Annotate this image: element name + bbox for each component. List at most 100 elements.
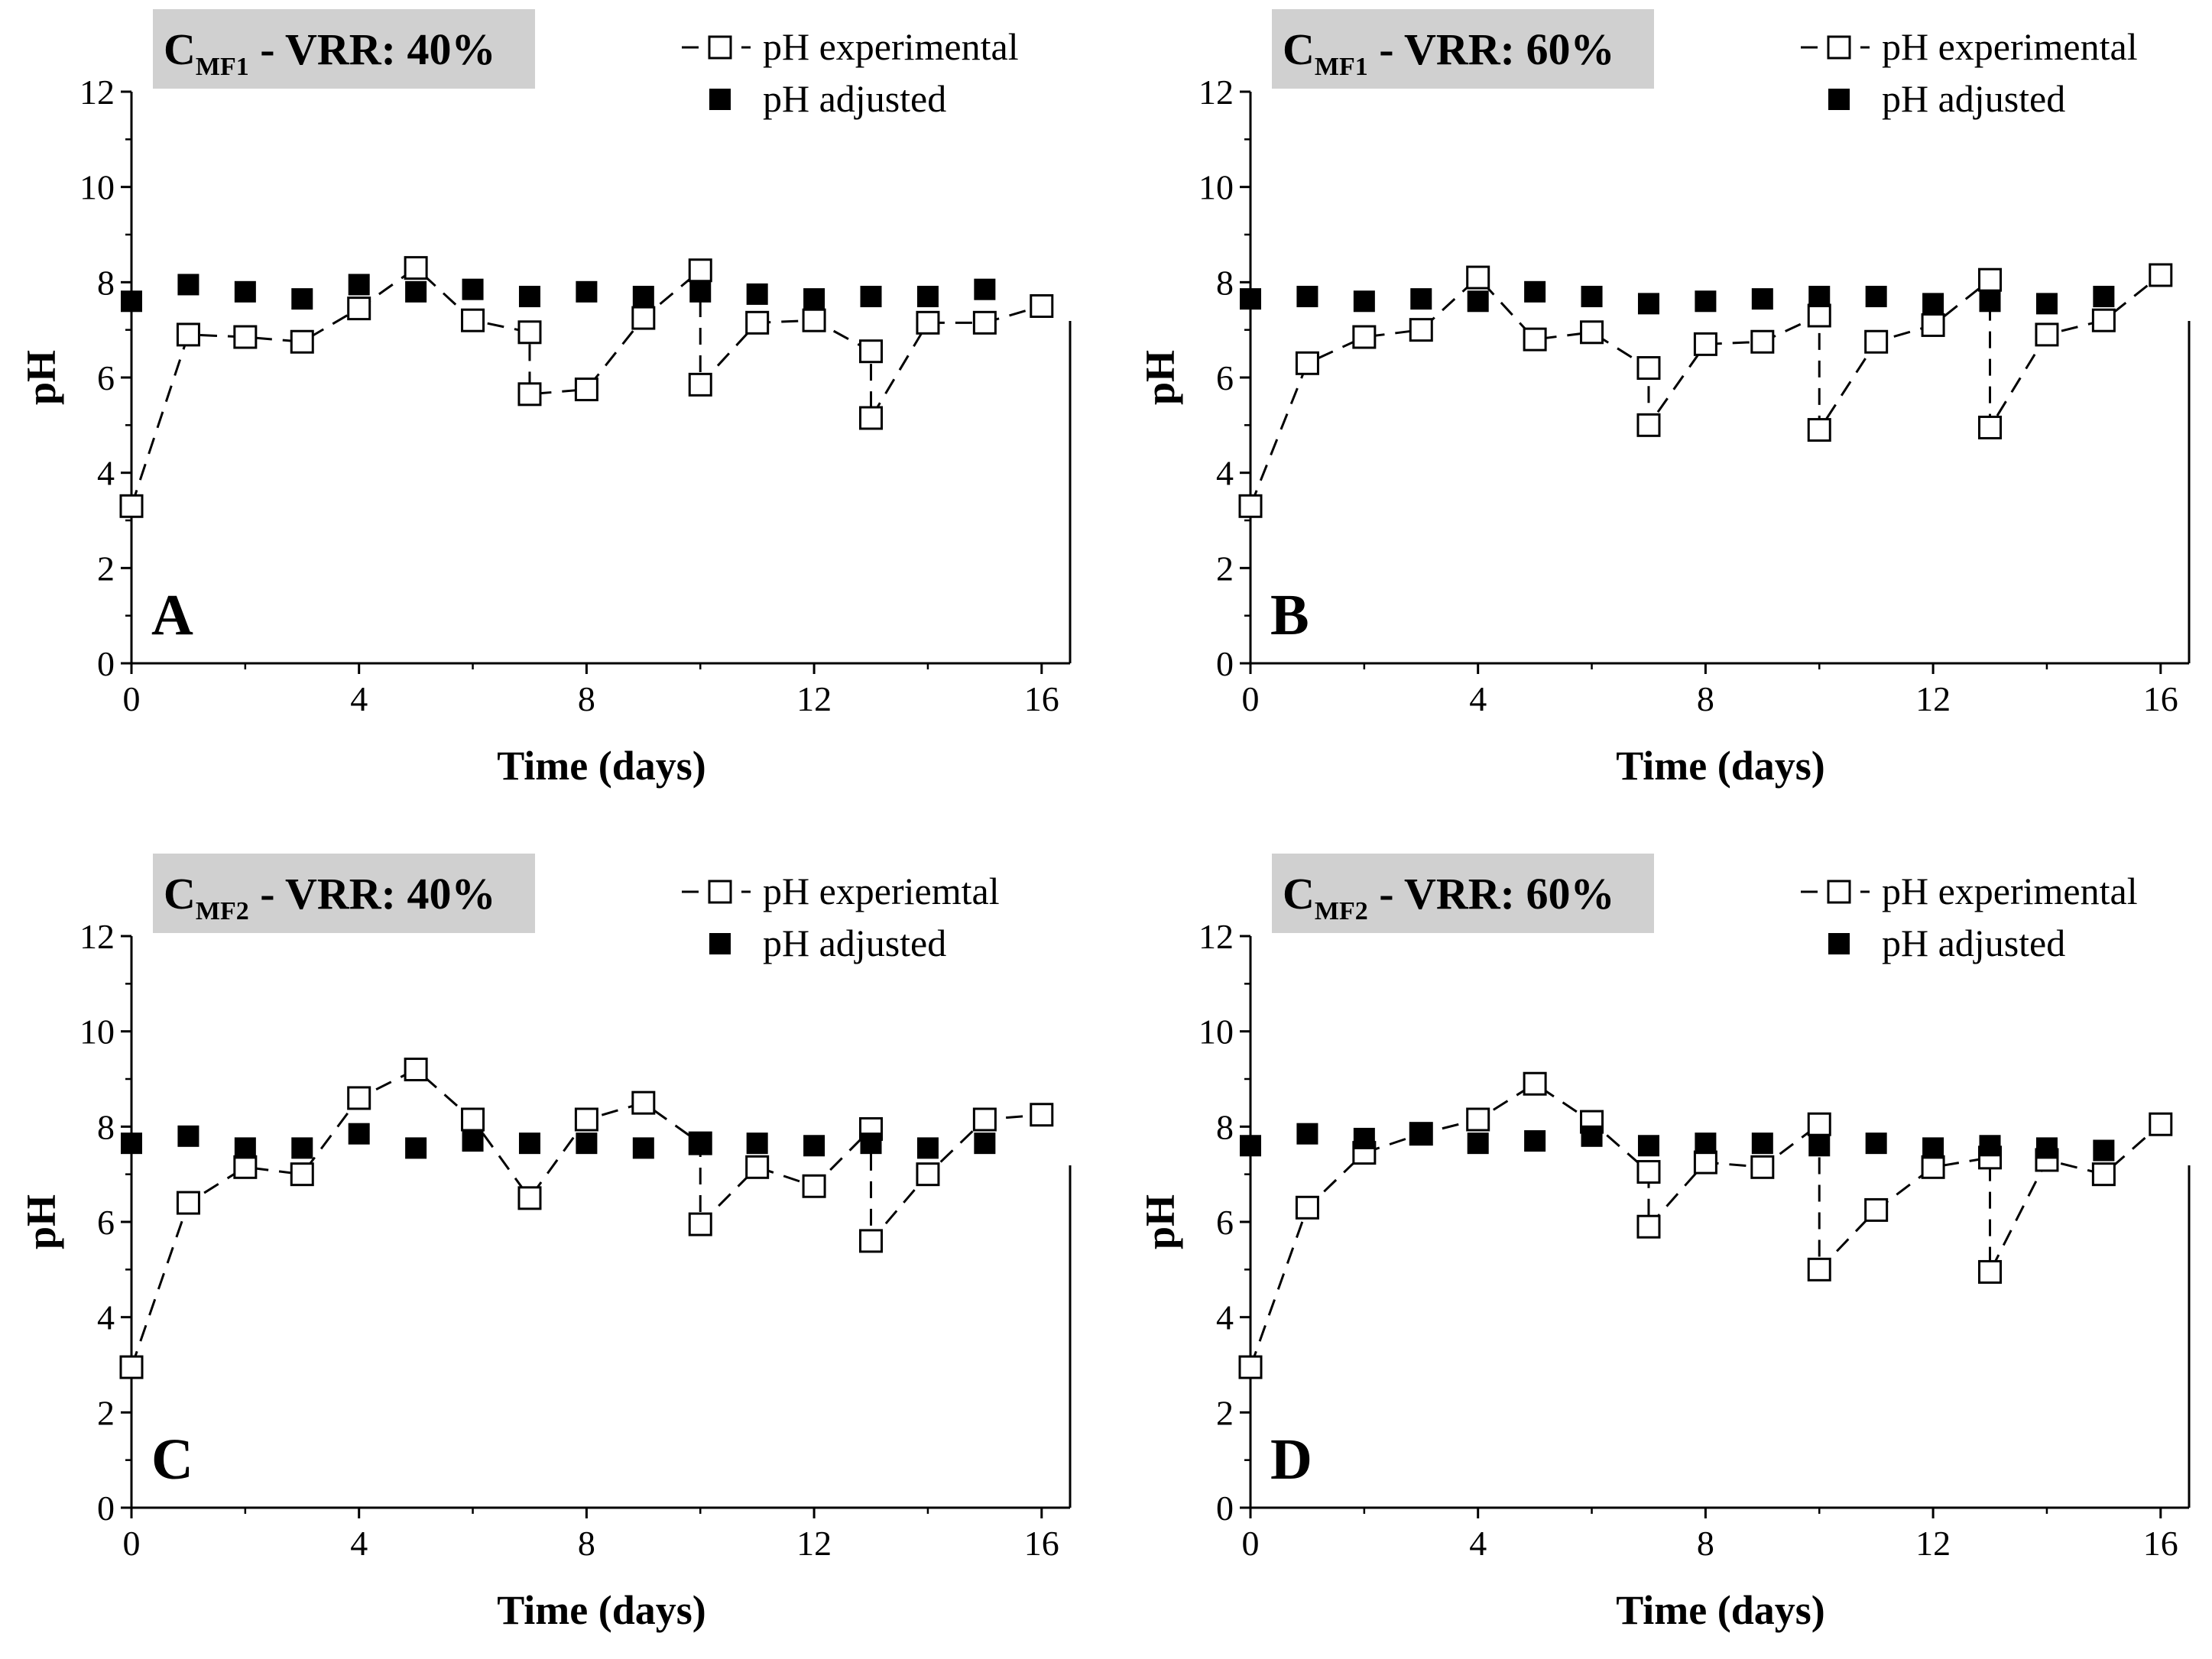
y-tick-label: 4 bbox=[1216, 1298, 1234, 1337]
data-point-open-square bbox=[1409, 318, 1433, 342]
data-point-open-square bbox=[233, 1155, 258, 1179]
chart-title: CMF2 - VRR: 40% bbox=[164, 869, 496, 925]
data-point-filled-square bbox=[121, 290, 142, 313]
x-tick-label: 8 bbox=[1697, 1524, 1714, 1563]
data-point-open-square bbox=[233, 325, 258, 349]
data-point-open-square bbox=[1921, 1155, 1945, 1179]
data-point-open-square bbox=[574, 1107, 598, 1132]
x-tick-label: 4 bbox=[350, 1524, 368, 1563]
data-point-filled-square bbox=[348, 274, 370, 296]
data-point-filled-square bbox=[1751, 288, 1773, 310]
data-point-open-square bbox=[972, 1107, 997, 1132]
data-point-open-square bbox=[176, 1191, 200, 1215]
data-point-open-square bbox=[859, 1229, 884, 1253]
chart-title-rest: - VRR: 40% bbox=[249, 24, 496, 74]
data-point-filled-square bbox=[348, 1123, 370, 1145]
chart-title-rest: - VRR: 60% bbox=[1368, 869, 1615, 919]
data-point-filled-square bbox=[1581, 286, 1603, 308]
data-point-open-square bbox=[347, 296, 371, 321]
data-point-open-square bbox=[517, 1186, 542, 1210]
chart-panel-a: 0 2 4 6 8 10 12 0 4 8 12 16 Time (days) pH CMF1 - VRR:… bbox=[18, 9, 1072, 789]
data-point-open-square bbox=[1978, 1259, 2003, 1284]
data-point-open-square bbox=[631, 306, 656, 330]
data-point-open-square bbox=[404, 256, 428, 280]
data-point-filled-square bbox=[576, 280, 598, 303]
legend-open-square bbox=[1827, 880, 1851, 904]
data-point-open-square bbox=[1750, 1155, 1775, 1179]
series-experimental bbox=[119, 256, 1054, 518]
x-tick-label: 16 bbox=[2143, 1524, 2178, 1563]
data-point-open-square bbox=[1864, 1197, 1889, 1222]
data-point-open-square bbox=[2149, 263, 2173, 287]
data-point-open-square bbox=[859, 339, 884, 364]
data-point-open-square bbox=[1523, 327, 1547, 352]
data-point-open-square bbox=[347, 1086, 371, 1110]
data-point-filled-square bbox=[291, 1137, 313, 1159]
data-point-open-square bbox=[1864, 329, 1889, 354]
y-tick-label: 6 bbox=[1216, 1203, 1234, 1242]
legend-filled-square bbox=[709, 89, 731, 110]
data-point-open-square bbox=[2035, 322, 2059, 347]
data-point-open-square bbox=[1466, 1107, 1490, 1132]
data-point-filled-square bbox=[632, 1137, 654, 1159]
data-point-filled-square bbox=[462, 1130, 484, 1152]
data-point-filled-square bbox=[974, 1132, 996, 1155]
chart-title-main: C bbox=[164, 24, 196, 74]
legend-label-experimental: pH experimental bbox=[1882, 25, 2138, 68]
x-tick-label: 8 bbox=[578, 1524, 595, 1563]
y-tick-label: 2 bbox=[97, 549, 115, 588]
data-point-filled-square bbox=[1240, 288, 1261, 310]
y-tick-label: 10 bbox=[1198, 168, 1234, 207]
x-axis-title: Time (days) bbox=[1616, 743, 1825, 789]
y-tick-label: 6 bbox=[97, 358, 115, 397]
y-tick-label: 12 bbox=[79, 917, 115, 956]
data-point-open-square bbox=[404, 1058, 428, 1082]
data-point-open-square bbox=[2149, 1112, 2173, 1136]
data-point-filled-square bbox=[1695, 290, 1717, 313]
data-point-filled-square bbox=[1808, 1135, 1831, 1157]
x-tick-label: 8 bbox=[578, 679, 595, 718]
data-point-filled-square bbox=[2093, 1139, 2115, 1162]
data-point-filled-square bbox=[1524, 1130, 1546, 1152]
data-point-open-square bbox=[1238, 494, 1263, 518]
y-tick-label: 12 bbox=[79, 73, 115, 112]
y-tick-label: 2 bbox=[97, 1393, 115, 1432]
data-point-open-square bbox=[1693, 1150, 1717, 1175]
data-point-open-square bbox=[916, 310, 940, 335]
series-adjusted bbox=[1240, 1123, 2115, 1162]
data-point-open-square bbox=[745, 1155, 770, 1179]
data-point-filled-square bbox=[860, 286, 882, 308]
data-point-filled-square bbox=[1695, 1132, 1717, 1155]
data-point-filled-square bbox=[1467, 1132, 1489, 1155]
data-point-filled-square bbox=[1865, 286, 1887, 308]
x-axis-title: Time (days) bbox=[497, 743, 706, 789]
data-point-filled-square bbox=[1865, 1132, 1887, 1155]
data-point-filled-square bbox=[234, 280, 256, 303]
data-point-filled-square bbox=[121, 1132, 142, 1155]
data-point-filled-square bbox=[177, 1125, 199, 1147]
data-point-open-square bbox=[1750, 329, 1775, 354]
chart-title-subscript: MF1 bbox=[1315, 53, 1368, 81]
title-box bbox=[153, 9, 535, 89]
data-point-open-square bbox=[1978, 415, 2003, 439]
chart-title-subscript: MF2 bbox=[1315, 897, 1368, 925]
data-point-open-square bbox=[2091, 308, 2116, 332]
y-tick-label: 10 bbox=[1198, 1013, 1234, 1051]
series-adjusted bbox=[1240, 280, 2115, 315]
data-point-filled-square bbox=[1353, 1127, 1375, 1149]
panel-letter: A bbox=[151, 583, 193, 647]
chart-title: CMF1 - VRR: 40% bbox=[164, 24, 496, 81]
title-box bbox=[1272, 9, 1654, 89]
x-tick-label: 16 bbox=[2143, 679, 2178, 718]
data-point-filled-square bbox=[803, 1135, 825, 1157]
y-tick-label: 4 bbox=[1216, 454, 1234, 493]
series-experimental bbox=[1238, 1071, 2173, 1379]
data-point-open-square bbox=[631, 1090, 656, 1115]
data-point-open-square bbox=[1807, 1257, 1831, 1282]
chart-title-rest: - VRR: 60% bbox=[1368, 24, 1615, 74]
y-tick-label: 6 bbox=[1216, 358, 1234, 397]
data-point-filled-square bbox=[1410, 288, 1432, 310]
data-point-open-square bbox=[802, 308, 826, 332]
panel-letter: B bbox=[1270, 583, 1309, 647]
